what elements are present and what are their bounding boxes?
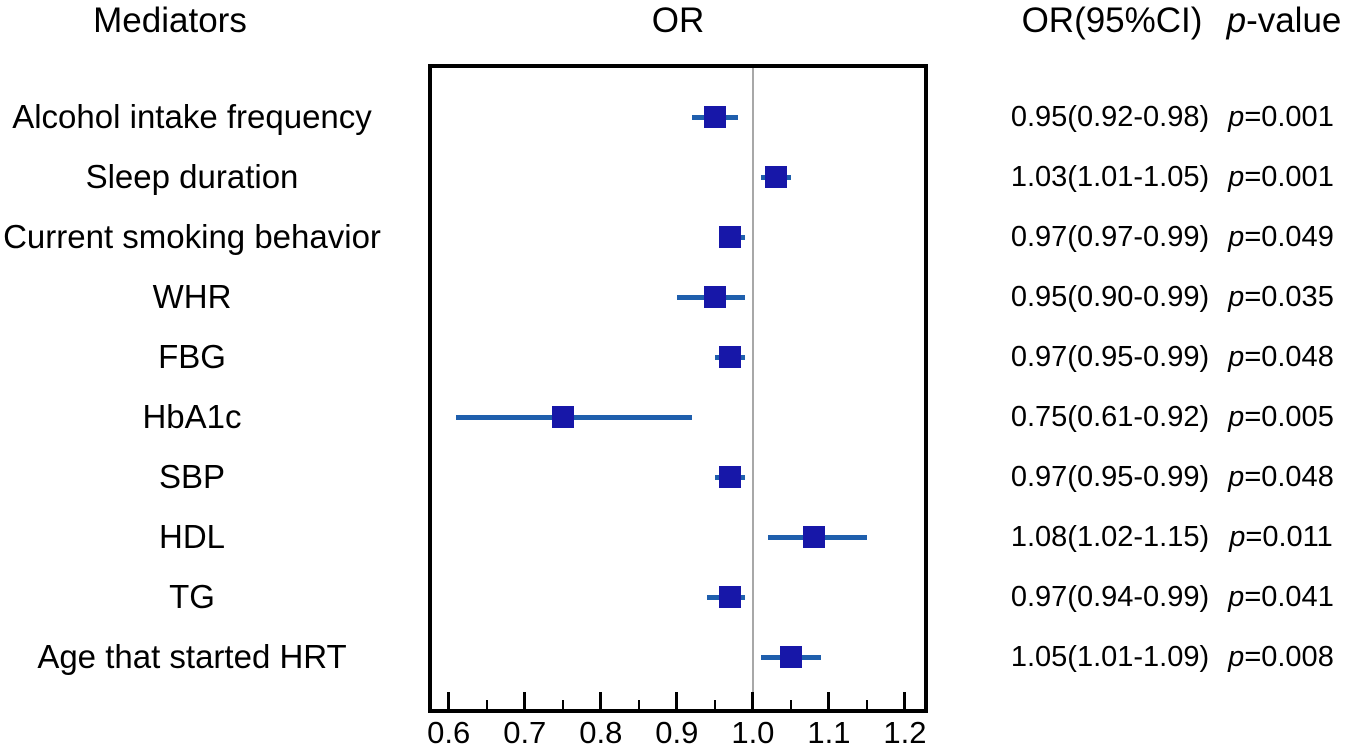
x-axis-tick-label: 1.0 xyxy=(731,715,775,750)
mediator-label: FBG xyxy=(158,338,226,375)
mediator-label: HDL xyxy=(158,518,226,555)
x-axis-minor-tick xyxy=(561,700,564,709)
mediator-label: Age that started HRT xyxy=(37,638,347,675)
x-axis-major-tick xyxy=(523,692,527,709)
or-point-marker xyxy=(764,166,787,188)
x-axis-tick-label: 0.6 xyxy=(427,715,471,750)
or-point-marker xyxy=(703,106,726,128)
or-point-marker xyxy=(719,346,742,368)
or-point-marker xyxy=(551,406,574,428)
or-point-marker xyxy=(802,526,825,548)
or-ci-value: 0.97(0.94-0.99) xyxy=(1010,581,1210,613)
mediator-label: HbA1c xyxy=(142,398,242,435)
or-ci-value: 0.97(0.97-0.99) xyxy=(1010,221,1210,253)
x-axis-major-tick xyxy=(751,692,755,709)
p-value-text: p=0.048 xyxy=(1228,341,1334,373)
x-axis-major-tick xyxy=(447,692,451,709)
plot-area xyxy=(428,64,928,713)
x-axis-tick-label: 1.1 xyxy=(807,715,851,750)
x-axis-minor-tick xyxy=(637,700,640,709)
x-axis-major-tick xyxy=(599,692,603,709)
or-point-marker xyxy=(779,646,802,668)
mediators-column-header: Mediators xyxy=(93,1,247,40)
x-axis-tick-label: 0.8 xyxy=(579,715,623,750)
or-ci-value: 1.05(1.01-1.09) xyxy=(1010,641,1210,673)
or-point-marker xyxy=(719,466,742,488)
p-value-text: p=0.048 xyxy=(1228,461,1334,493)
plot-layer xyxy=(432,68,924,709)
p-value-text: p=0.049 xyxy=(1228,221,1334,253)
x-axis-minor-tick xyxy=(789,700,792,709)
or-ci-value: 1.03(1.01-1.05) xyxy=(1010,161,1210,193)
x-axis-tick-label: 0.7 xyxy=(503,715,547,750)
or-point-marker xyxy=(703,286,726,308)
p-value-text: p=0.011 xyxy=(1229,521,1333,553)
mediator-label: SBP xyxy=(158,458,226,495)
or-point-marker xyxy=(719,586,742,608)
mediator-label: Current smoking behavior xyxy=(3,218,381,255)
p-value-column-header: p-value xyxy=(1226,1,1342,40)
x-axis-major-tick xyxy=(675,692,679,709)
p-value-text: p=0.001 xyxy=(1228,161,1334,193)
mediator-label: Sleep duration xyxy=(85,158,299,195)
x-axis-minor-tick xyxy=(865,700,868,709)
mediator-label: WHR xyxy=(152,278,232,315)
or-ci-value: 1.08(1.02-1.15) xyxy=(1010,521,1210,553)
x-axis-tick-label: 0.9 xyxy=(655,715,699,750)
ci-line xyxy=(456,414,693,420)
or-ci-value: 0.95(0.90-0.99) xyxy=(1010,281,1210,313)
or-ci-column-header: OR(95%CI) xyxy=(1021,1,1203,40)
p-value-text: p=0.041 xyxy=(1228,581,1334,613)
mediator-label: Alcohol intake frequency xyxy=(12,98,372,135)
or-column-header: OR xyxy=(651,1,705,40)
x-axis-major-tick xyxy=(903,692,907,709)
or-ci-value: 0.97(0.95-0.99) xyxy=(1010,461,1210,493)
mediator-label: TG xyxy=(169,578,215,615)
x-axis-tick-label: 1.2 xyxy=(883,715,927,750)
p-value-text: p=0.008 xyxy=(1228,641,1334,673)
x-axis-minor-tick xyxy=(713,700,716,709)
x-axis-minor-tick xyxy=(485,700,488,709)
x-axis-major-tick xyxy=(827,692,831,709)
or-point-marker xyxy=(719,226,742,248)
p-value-text: p=0.005 xyxy=(1228,401,1334,433)
or-ci-value: 0.95(0.92-0.98) xyxy=(1010,101,1210,133)
reference-line-or-1 xyxy=(751,68,754,709)
p-value-text: p=0.035 xyxy=(1228,281,1334,313)
or-ci-value: 0.97(0.95-0.99) xyxy=(1010,341,1210,373)
p-value-text: p=0.001 xyxy=(1228,101,1334,133)
or-ci-value: 0.75(0.61-0.92) xyxy=(1010,401,1210,433)
